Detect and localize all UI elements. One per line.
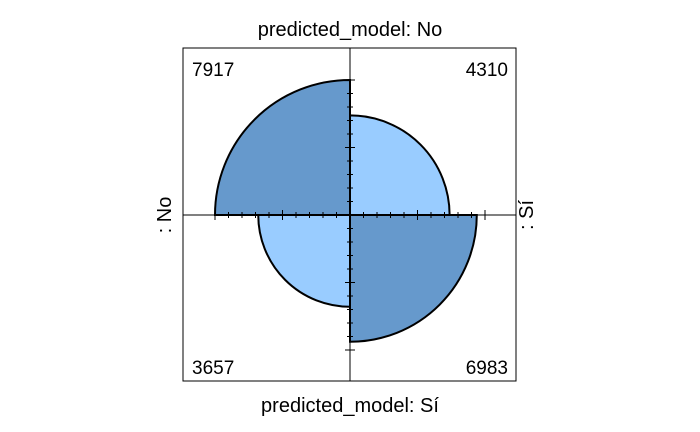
count-top-left: 7917 [192, 60, 234, 81]
quadrant-top-left [213, 78, 351, 216]
count-bottom-left: 3657 [192, 358, 234, 379]
quadrant-bottom-left [257, 214, 351, 308]
left-axis-title: : No [154, 197, 176, 234]
center-axes [183, 48, 516, 381]
count-top-right: 4310 [466, 60, 508, 81]
count-bottom-right: 6983 [466, 358, 508, 379]
quadrant-top-right [349, 114, 451, 216]
quadrant-group [213, 78, 478, 343]
quadrant-bottom-right [349, 214, 478, 343]
right-axis-title: : Sí [516, 200, 538, 230]
bottom-axis-title: predicted_model: Sí [261, 395, 439, 417]
top-axis-title: predicted_model: No [258, 19, 443, 41]
